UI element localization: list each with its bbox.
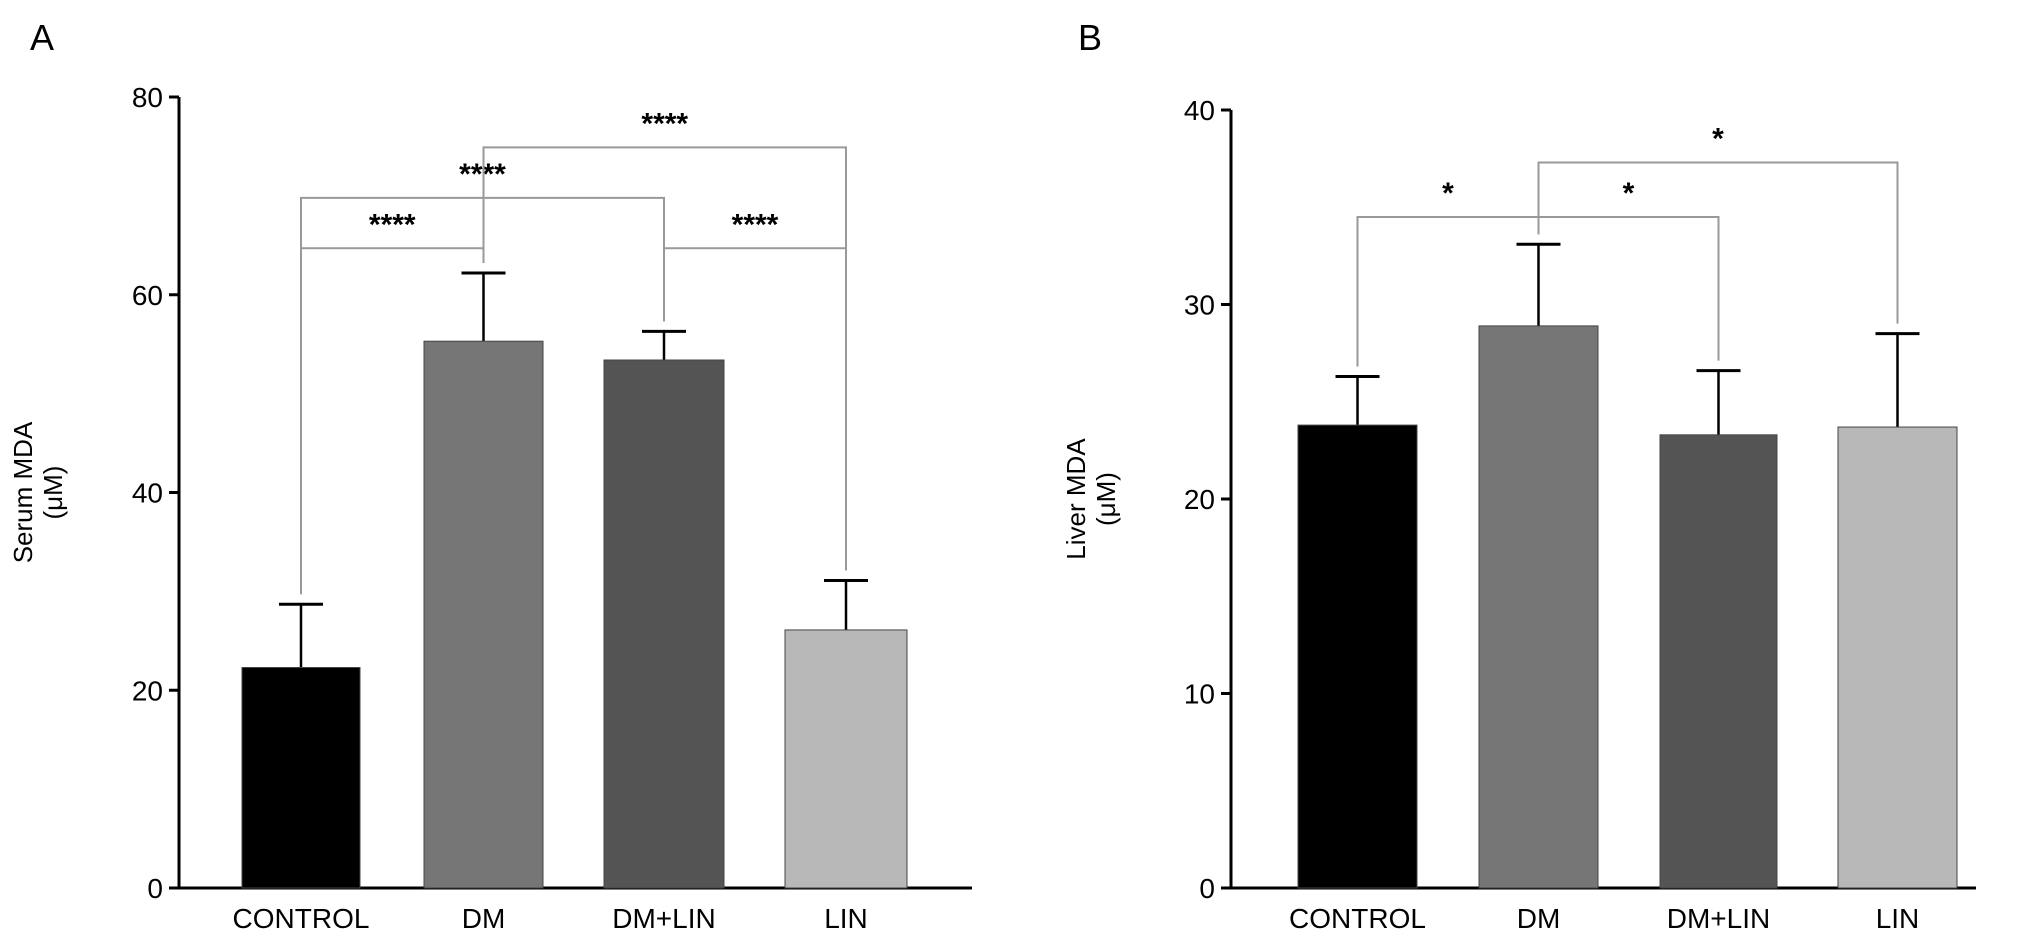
- significance-label: *: [1712, 123, 1724, 156]
- y-tick-label: 40: [1184, 95, 1215, 126]
- x-tick-label: DM+LIN: [1667, 903, 1770, 934]
- y-axis-label: Liver MDA: [1061, 438, 1091, 560]
- significance-label: ****: [732, 208, 779, 241]
- y-axis-label: (μM): [38, 466, 68, 520]
- y-tick-label: 30: [1184, 290, 1215, 321]
- bar-lin: [784, 629, 908, 889]
- significance-label: ****: [369, 208, 416, 241]
- panel-a: A 0 20 40 60 80 Serum MDA (μM) CONTROL DM DM+LIN LI…: [8, 17, 972, 934]
- panel-label: A: [30, 17, 54, 58]
- x-tick-label: LIN: [1876, 903, 1920, 934]
- y-tick-label: 0: [1199, 873, 1215, 904]
- y-tick-label: 80: [132, 82, 163, 113]
- panel-label: B: [1078, 17, 1102, 58]
- y-tick-label: 10: [1184, 679, 1215, 710]
- significance-bracket: [482, 146, 847, 571]
- x-tick-label: CONTROL: [233, 903, 370, 934]
- y-axis-label: Serum MDA: [8, 421, 38, 563]
- y-tick-label: 0: [147, 873, 163, 904]
- y-tick-label: 60: [132, 280, 163, 311]
- significance-label: ****: [641, 107, 688, 140]
- bar-dm-lin: [603, 359, 725, 889]
- y-axis-label: (μM): [1091, 472, 1121, 526]
- x-tick-label: DM+LIN: [612, 903, 715, 934]
- y-tick-label: 20: [1184, 484, 1215, 515]
- bar-dm: [1478, 325, 1599, 889]
- y-tick-label: 40: [132, 478, 163, 509]
- bar-dm: [423, 340, 544, 889]
- bar-dm-lin: [1659, 434, 1778, 889]
- bar-control: [241, 667, 361, 889]
- x-tick-label: LIN: [824, 903, 868, 934]
- x-tick-label: DM: [1517, 903, 1561, 934]
- x-tick-label: DM: [462, 903, 506, 934]
- significance-label: *: [1442, 177, 1454, 210]
- bar-lin: [1837, 426, 1958, 889]
- y-tick-label: 20: [132, 675, 163, 706]
- significance-bracket: [1537, 161, 1899, 324]
- bar-control: [1297, 424, 1418, 889]
- panel-b: B 0 10 20 30 40 Liver MDA (μM) CONTROL DM DM+LIN LI…: [1061, 17, 1976, 934]
- x-tick-label: CONTROL: [1289, 903, 1426, 934]
- significance-label: *: [1623, 177, 1635, 210]
